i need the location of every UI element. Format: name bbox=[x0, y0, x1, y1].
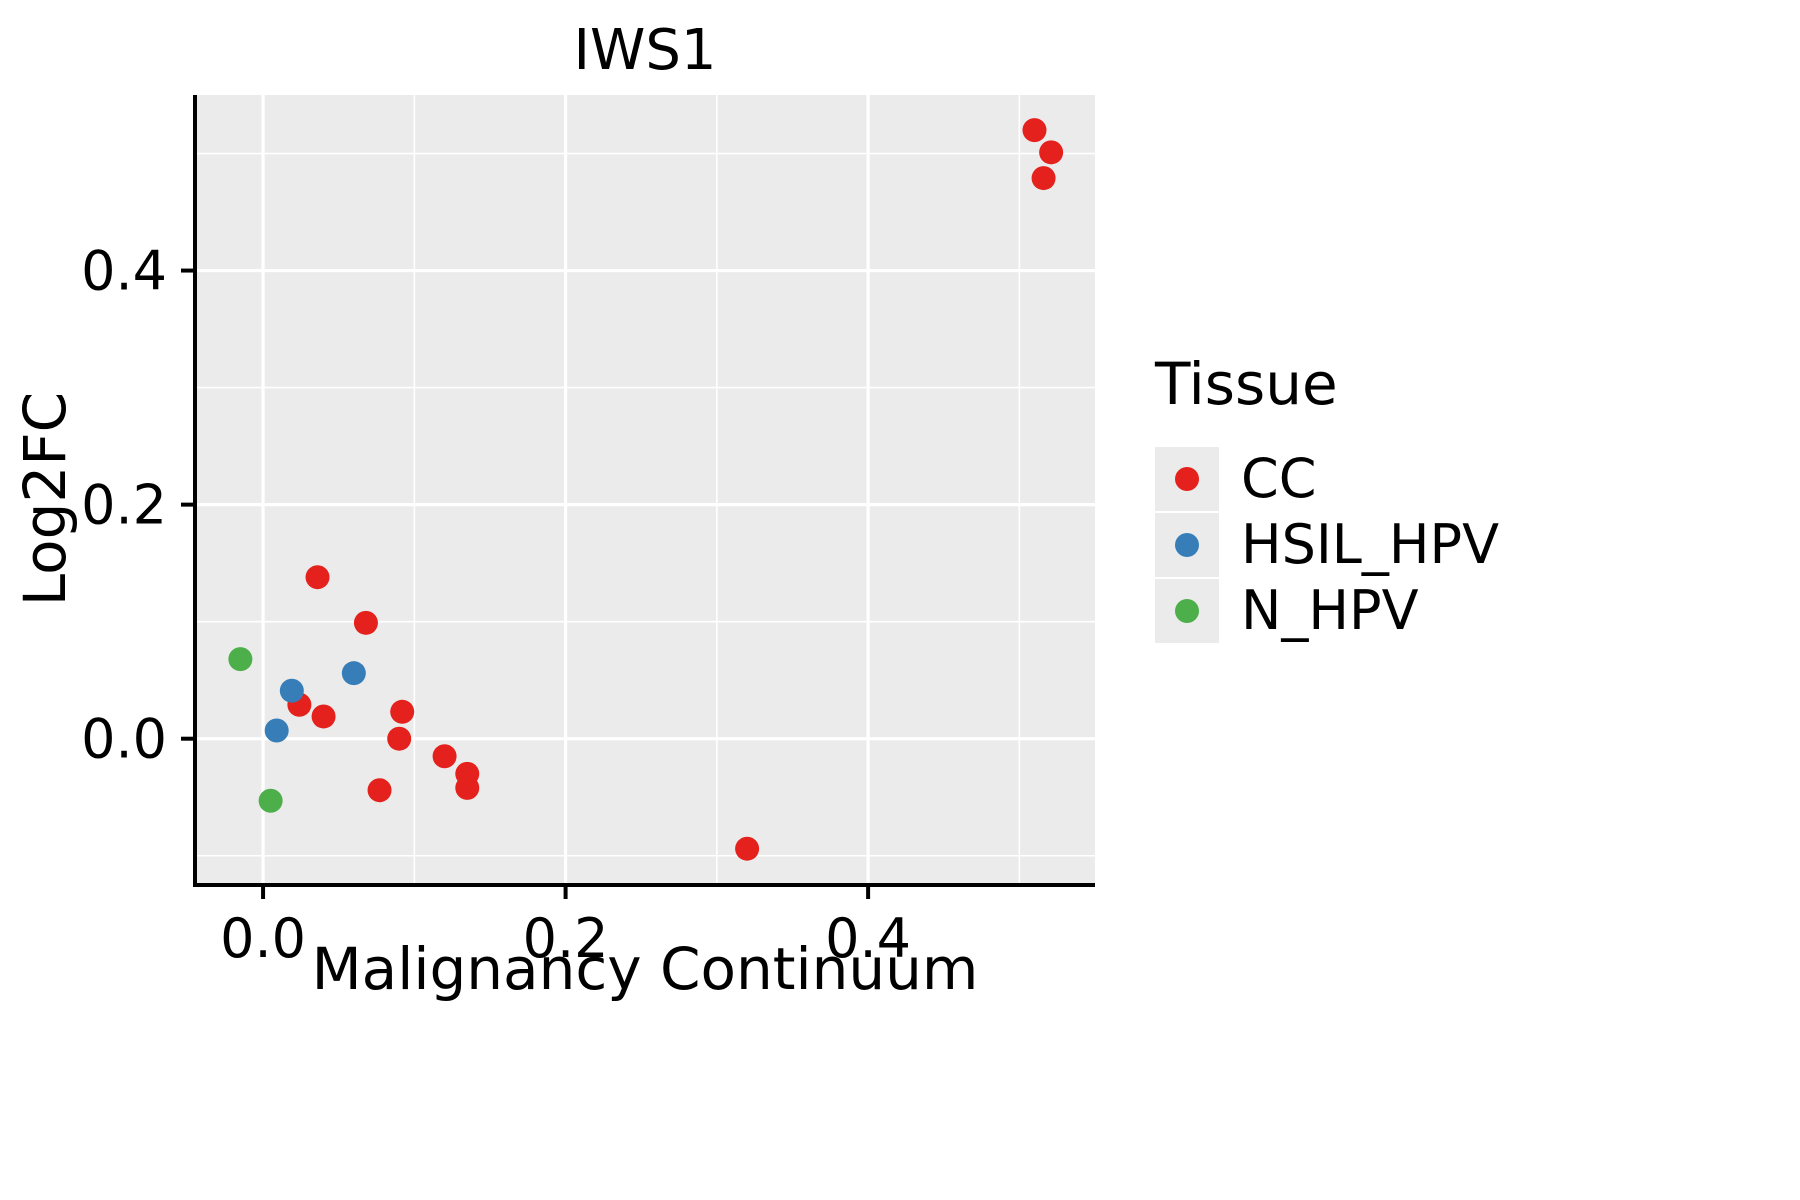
data-point-CC bbox=[1039, 140, 1064, 165]
legend-dot-icon bbox=[1175, 599, 1199, 623]
legend-key bbox=[1155, 579, 1219, 643]
data-point-N_HPV bbox=[258, 788, 283, 813]
data-point-N_HPV bbox=[228, 647, 253, 672]
data-point-HSIL_HPV bbox=[279, 678, 304, 703]
legend-label: HSIL_HPV bbox=[1241, 513, 1500, 576]
legend-key bbox=[1155, 513, 1219, 577]
data-point-CC bbox=[305, 565, 330, 590]
data-point-HSIL_HPV bbox=[341, 661, 366, 686]
data-point-HSIL_HPV bbox=[264, 718, 289, 743]
data-point-CC bbox=[387, 726, 412, 751]
legend-entry: CC bbox=[1155, 446, 1775, 512]
x-axis-label: Malignancy Continuum bbox=[311, 935, 979, 1003]
y-tick-label: 0.0 bbox=[81, 708, 167, 771]
legend-label: CC bbox=[1241, 447, 1317, 510]
legend-entry: HSIL_HPV bbox=[1155, 512, 1775, 578]
data-point-CC bbox=[735, 836, 760, 861]
data-point-CC bbox=[432, 744, 457, 769]
data-point-CC bbox=[390, 699, 415, 724]
data-point-CC bbox=[353, 610, 378, 635]
legend: Tissue CC HSIL_HPV N_HPV bbox=[1155, 350, 1775, 644]
data-point-CC bbox=[455, 775, 480, 800]
legend-key bbox=[1155, 447, 1219, 511]
x-tick-label: 0.4 bbox=[825, 907, 911, 970]
chart-title: IWS1 bbox=[573, 18, 717, 83]
y-axis-label: Log2FC bbox=[11, 391, 79, 607]
panel-background bbox=[195, 95, 1095, 885]
legend-dot-icon bbox=[1175, 533, 1199, 557]
legend-entry: N_HPV bbox=[1155, 578, 1775, 644]
data-point-CC bbox=[311, 704, 336, 729]
x-tick-label: 0.0 bbox=[220, 907, 306, 970]
y-tick-label: 0.2 bbox=[81, 474, 167, 537]
data-point-CC bbox=[367, 778, 392, 803]
legend-entries: CC HSIL_HPV N_HPV bbox=[1155, 446, 1775, 644]
legend-dot-icon bbox=[1175, 467, 1199, 491]
data-point-CC bbox=[1022, 118, 1047, 143]
data-point-CC bbox=[1031, 166, 1056, 191]
legend-title: Tissue bbox=[1155, 350, 1338, 418]
x-tick-label: 0.2 bbox=[523, 907, 609, 970]
y-tick-label: 0.4 bbox=[81, 240, 167, 303]
legend-label: N_HPV bbox=[1241, 579, 1419, 642]
